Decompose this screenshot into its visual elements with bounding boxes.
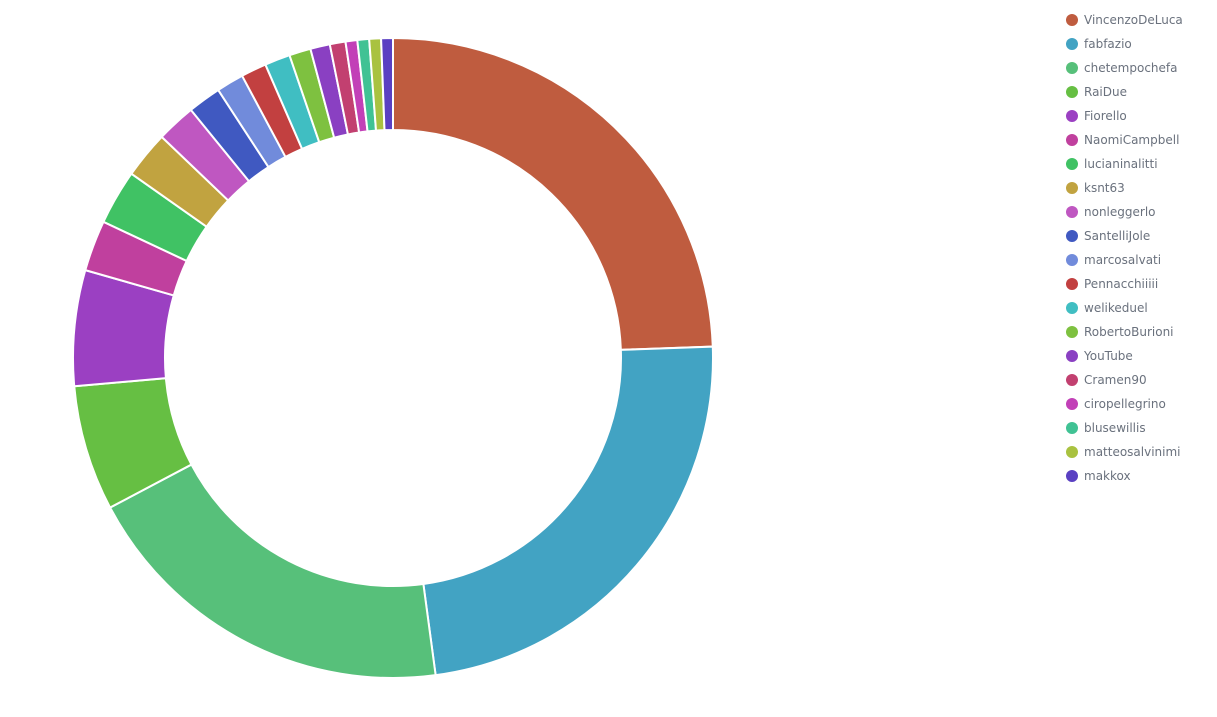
legend-label: RaiDue — [1084, 85, 1127, 99]
donut-slice-fabfazio[interactable] — [422, 345, 714, 677]
legend-label: Pennacchiiiii — [1084, 277, 1159, 291]
legend-label: ksnt63 — [1084, 181, 1125, 195]
legend-swatch — [1066, 278, 1078, 290]
legend-label: Fiorello — [1084, 109, 1127, 123]
legend-item[interactable]: NaomiCampbell — [1060, 128, 1210, 152]
legend-swatch — [1066, 86, 1078, 98]
legend-swatch — [1066, 206, 1078, 218]
legend-item[interactable]: chetempochefa — [1060, 56, 1210, 80]
legend-label: YouTube — [1084, 349, 1133, 363]
legend-item[interactable]: RaiDue — [1060, 80, 1210, 104]
legend-swatch — [1066, 350, 1078, 362]
legend-item[interactable]: Fiorello — [1060, 104, 1210, 128]
legend-label: ciropellegrino — [1084, 397, 1166, 411]
legend-swatch — [1066, 134, 1078, 146]
legend-label: matteosalvinimi — [1084, 445, 1181, 459]
chart-legend: VincenzoDeLuca fabfazio chetempochefa RaiDu… — [1060, 8, 1210, 488]
legend-item[interactable]: matteosalvinimi — [1060, 440, 1210, 464]
legend-label: VincenzoDeLuca — [1084, 13, 1183, 27]
legend-swatch — [1066, 38, 1078, 50]
donut-slice-makkox[interactable] — [380, 36, 394, 132]
legend-swatch — [1066, 230, 1078, 242]
legend-swatch — [1066, 110, 1078, 122]
legend-label: makkox — [1084, 469, 1131, 483]
legend-label: chetempochefa — [1084, 61, 1178, 75]
legend-label: welikeduel — [1084, 301, 1148, 315]
legend-item[interactable]: nonleggerlo — [1060, 200, 1210, 224]
legend-swatch — [1066, 422, 1078, 434]
legend-label: RobertoBurioni — [1084, 325, 1174, 339]
legend-item[interactable]: ksnt63 — [1060, 176, 1210, 200]
donut-slice-chetempochefa[interactable] — [108, 463, 437, 679]
legend-item[interactable]: Pennacchiiiii — [1060, 272, 1210, 296]
legend-swatch — [1066, 158, 1078, 170]
legend-label: SantelliJole — [1084, 229, 1151, 243]
legend-swatch — [1066, 374, 1078, 386]
legend-label: lucianinalitti — [1084, 157, 1158, 171]
legend-swatch — [1066, 326, 1078, 338]
legend-label: NaomiCampbell — [1084, 133, 1180, 147]
legend-swatch — [1066, 302, 1078, 314]
legend-item[interactable]: fabfazio — [1060, 32, 1210, 56]
legend-swatch — [1066, 62, 1078, 74]
legend-label: nonleggerlo — [1084, 205, 1156, 219]
legend-label: Cramen90 — [1084, 373, 1147, 387]
donut-chart-svg — [72, 36, 714, 679]
legend-swatch — [1066, 14, 1078, 26]
legend-label: blusewillis — [1084, 421, 1146, 435]
legend-item[interactable]: SantelliJole — [1060, 224, 1210, 248]
legend-item[interactable]: marcosalvati — [1060, 248, 1210, 272]
legend-item[interactable]: ciropellegrino — [1060, 392, 1210, 416]
legend-swatch — [1066, 446, 1078, 458]
legend-item[interactable]: welikeduel — [1060, 296, 1210, 320]
legend-item[interactable]: Cramen90 — [1060, 368, 1210, 392]
legend-swatch — [1066, 398, 1078, 410]
legend-label: fabfazio — [1084, 37, 1132, 51]
legend-swatch — [1066, 182, 1078, 194]
legend-swatch — [1066, 254, 1078, 266]
donut-chart — [72, 36, 714, 679]
legend-item[interactable]: makkox — [1060, 464, 1210, 488]
legend-label: marcosalvati — [1084, 253, 1162, 267]
donut-slice-vincenzodeluca[interactable] — [392, 36, 714, 351]
legend-item[interactable]: RobertoBurioni — [1060, 320, 1210, 344]
legend-item[interactable]: lucianinalitti — [1060, 152, 1210, 176]
legend-item[interactable]: VincenzoDeLuca — [1060, 8, 1210, 32]
legend-swatch — [1066, 470, 1078, 482]
legend-item[interactable]: blusewillis — [1060, 416, 1210, 440]
legend-item[interactable]: YouTube — [1060, 344, 1210, 368]
